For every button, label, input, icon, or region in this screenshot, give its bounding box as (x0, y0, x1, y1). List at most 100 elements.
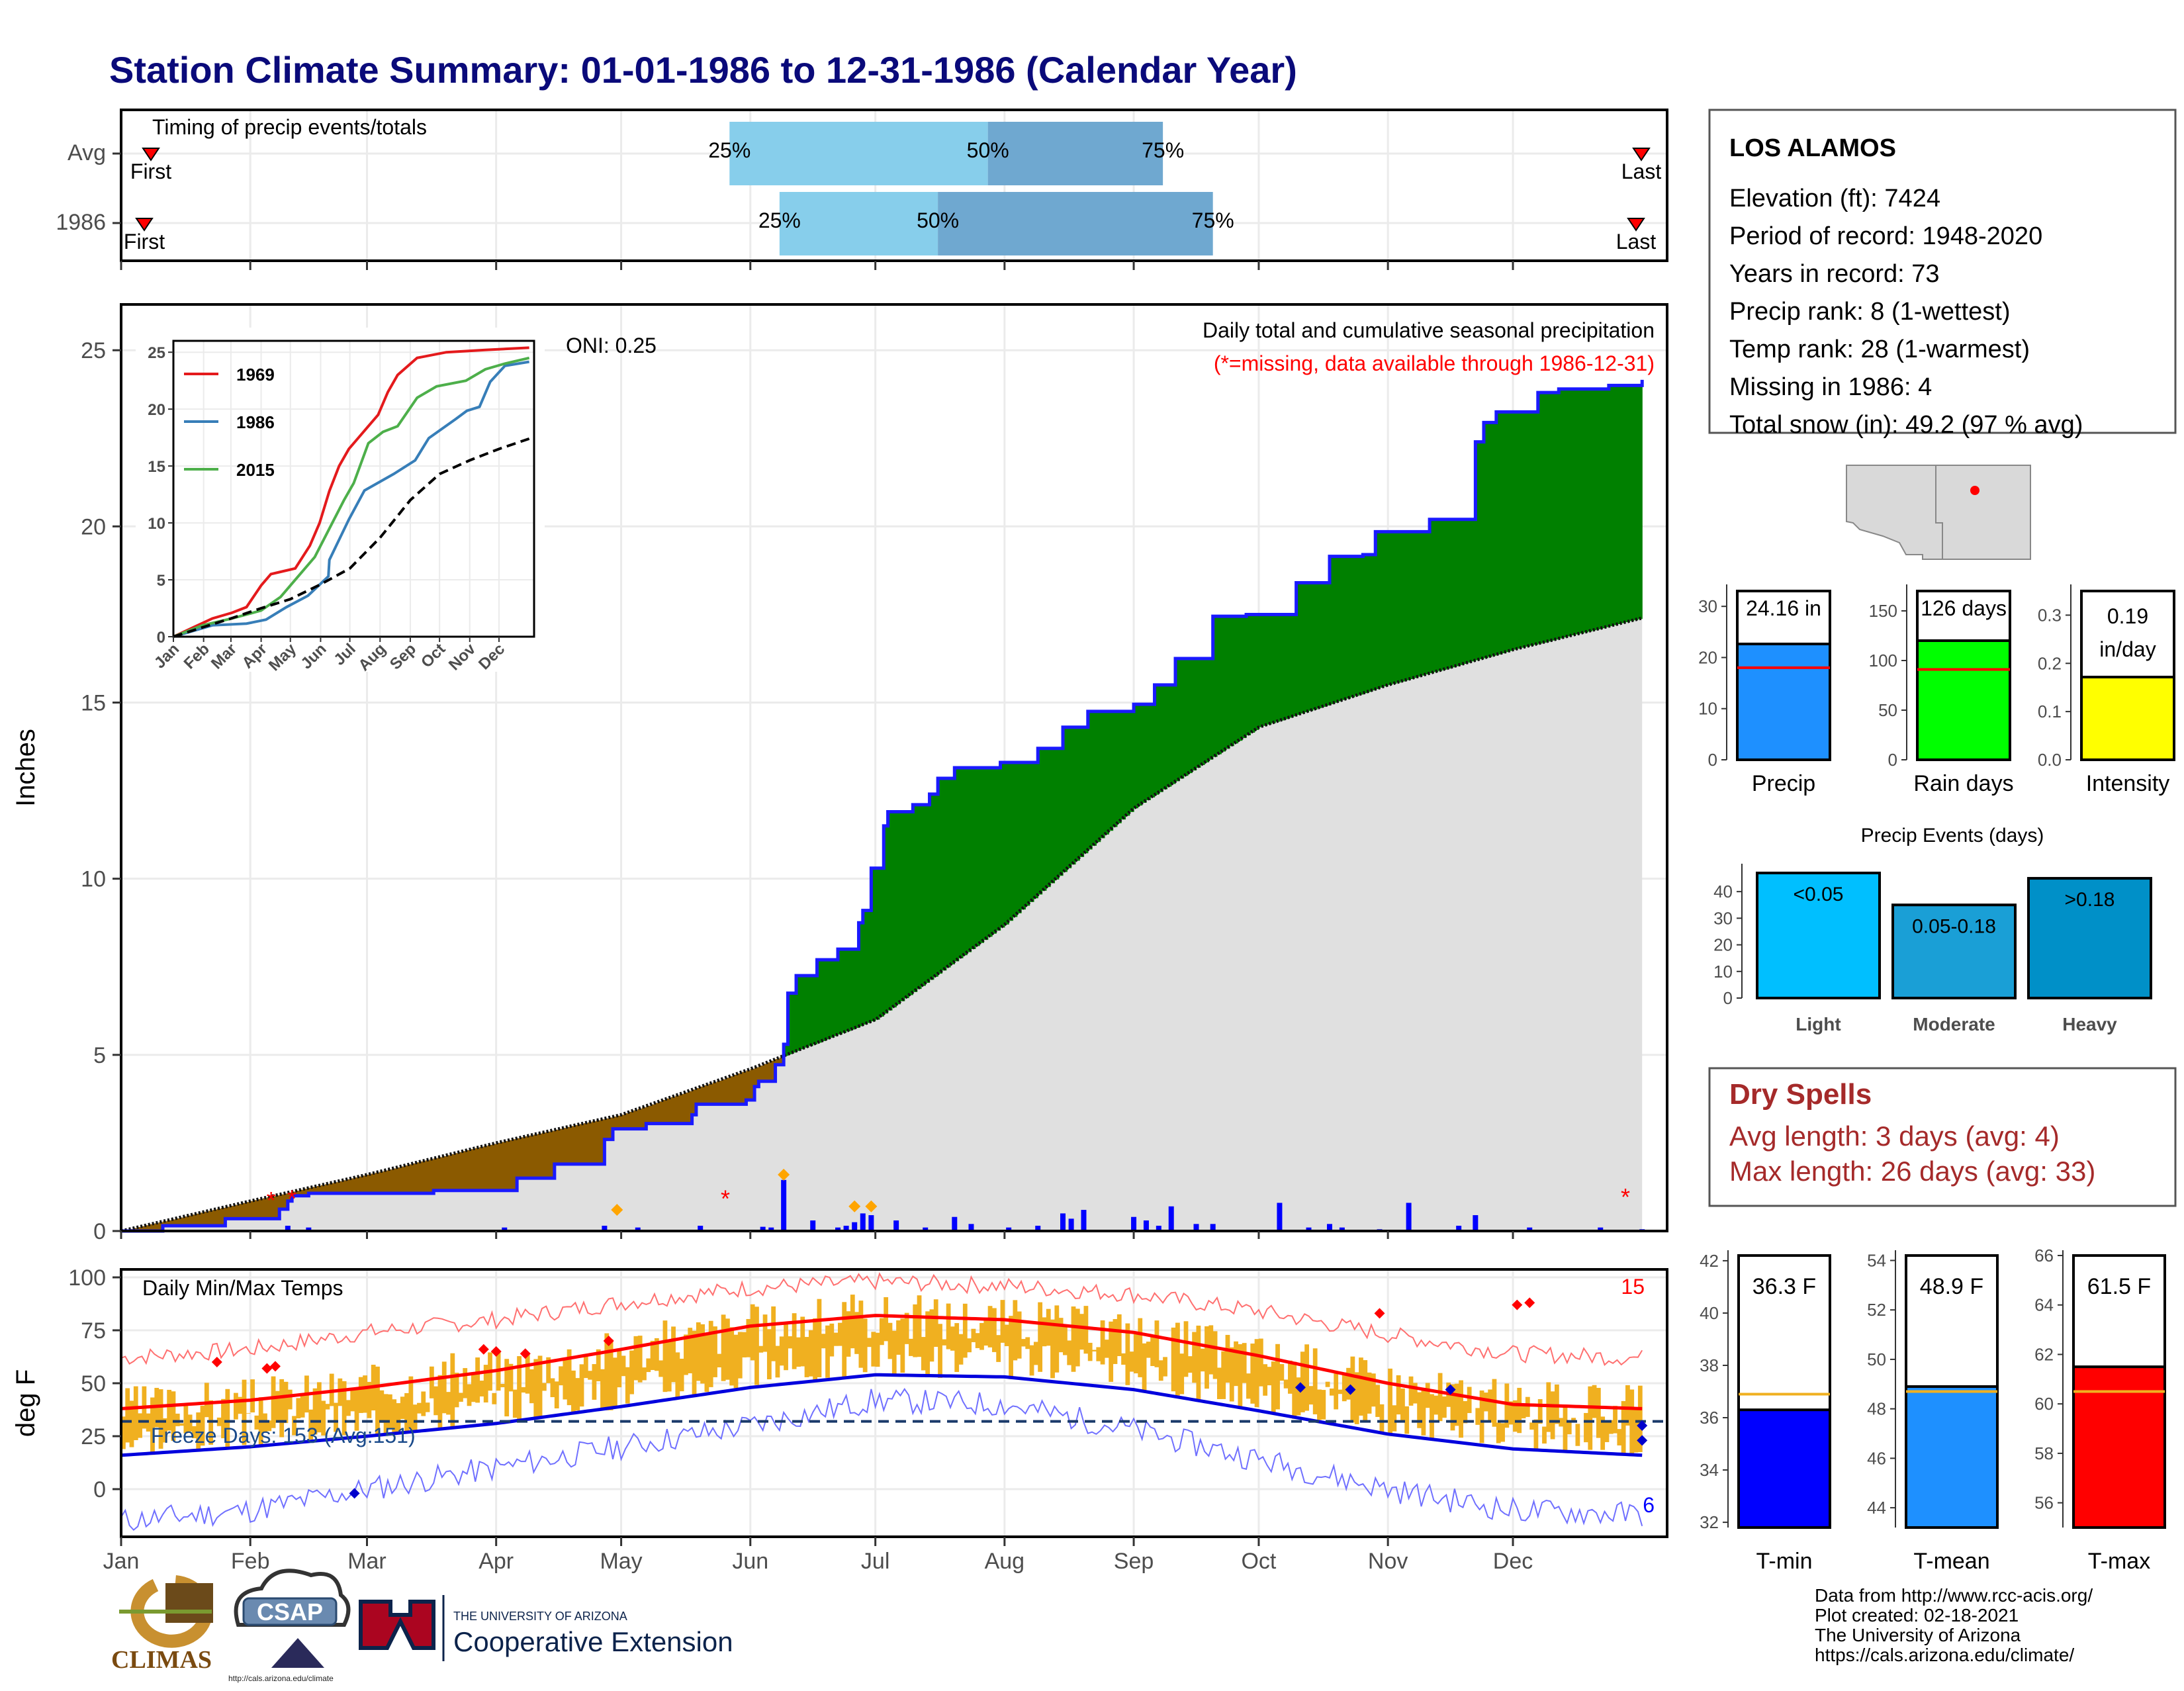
daily-temp-range-bar (596, 1349, 601, 1382)
daily-temp-range-bar (267, 1420, 272, 1432)
inset-ytick-label: 10 (148, 515, 165, 533)
daily-temp-range-bar (354, 1389, 359, 1431)
daily-temp-range-bar (521, 1387, 526, 1393)
daily-temp-range-bar (192, 1426, 197, 1439)
daily-precip-bar (1143, 1220, 1149, 1231)
footer-line-4: https://cals.arizona.edu/climate/ (1815, 1645, 2074, 1665)
daily-temp-range-bar (779, 1336, 784, 1366)
daily-temp-range-bar (1613, 1406, 1617, 1434)
daily-temp-range-bar (1396, 1375, 1401, 1415)
daily-temp-range-bar (788, 1336, 793, 1349)
daily-temp-range-bar (1017, 1311, 1022, 1359)
daily-temp-range-bar (1467, 1387, 1472, 1414)
daily-temp-range-bar (1592, 1385, 1597, 1418)
climas-logo: CLIMAS (111, 1575, 213, 1674)
daily-temp-range-bar (917, 1295, 922, 1357)
temp-mini-ytick-label: 48 (1867, 1399, 1886, 1419)
inset-legend-label: 2015 (236, 460, 275, 480)
daily-temp-range-bar (1225, 1334, 1230, 1383)
daily-temp-range-bar (854, 1312, 859, 1354)
temp-mini-value-label: 48.9 F (1920, 1274, 1983, 1299)
mini-ytick-label: 0.0 (2038, 750, 2062, 770)
temp-mini-ytick-label: 32 (1700, 1512, 1719, 1532)
daily-temp-range-bar (133, 1386, 138, 1440)
daily-temp-range-bar (1288, 1360, 1293, 1394)
precip-ytick-label: 0 (93, 1219, 106, 1244)
footer-line-2: Plot created: 02-18-2021 (1815, 1605, 2019, 1625)
record-low-mark (1345, 1384, 1356, 1395)
temp-mini-category-label: T-min (1756, 1549, 1813, 1574)
daily-temp-range-bar (1338, 1389, 1343, 1394)
daily-temp-range-bar (688, 1328, 693, 1373)
daily-temp-range-bar (459, 1393, 463, 1402)
daily-temp-range-bar (300, 1394, 305, 1418)
daily-temp-range-bar (1087, 1342, 1093, 1361)
record-high-mark (478, 1344, 489, 1355)
daily-precip-bar (781, 1179, 787, 1231)
inset-ytick-label: 25 (148, 344, 165, 362)
daily-temp-range-bar (637, 1336, 643, 1383)
daily-temp-range-bar (383, 1394, 388, 1434)
daily-temp-range-bar (837, 1322, 842, 1346)
daily-temp-range-bar (1604, 1422, 1610, 1442)
daily-temp-range-bar (1242, 1343, 1247, 1383)
precip-panel: * * * * Daily total and cumulative seasonal… (11, 303, 1668, 1244)
daily-temp-range-bar (1196, 1325, 1201, 1401)
daily-temp-range-bar (1454, 1383, 1459, 1426)
intensity-unit-label: in/day (2099, 637, 2156, 661)
daily-temp-range-bar (896, 1320, 901, 1355)
daily-temp-range-bar (983, 1318, 989, 1346)
daily-temp-range-bar (234, 1393, 238, 1420)
daily-temp-range-bar (1529, 1422, 1535, 1430)
events-bar-label: >0.18 (2065, 889, 2115, 911)
daily-temp-range-bar (1138, 1318, 1143, 1377)
events-bar-light (1756, 872, 1881, 1000)
daily-temp-range-bar (754, 1306, 759, 1385)
daily-temp-range-bar (1054, 1305, 1060, 1373)
daily-temp-range-bar (341, 1381, 347, 1436)
daily-precip-bar (843, 1226, 849, 1231)
daily-temp-range-bar (308, 1409, 314, 1440)
daily-temp-range-bar (909, 1338, 913, 1356)
daily-temp-range-bar (975, 1333, 980, 1348)
daily-temp-range-bar (1025, 1337, 1030, 1349)
daily-precip-bar (968, 1224, 974, 1231)
temp-corner-top: 15 (1621, 1275, 1645, 1299)
daily-temp-range-bar (879, 1318, 884, 1346)
footer-line-1: Data from http://www.rcc-acis.org/ (1815, 1585, 2093, 1606)
record-high-mark (490, 1346, 502, 1357)
temp-mini-bar-t-min (1737, 1408, 1831, 1530)
temp-mini-ytick-label: 62 (2034, 1344, 2054, 1364)
daily-temp-range-bar (1483, 1393, 1488, 1412)
daily-temp-range-bar (1617, 1429, 1622, 1445)
daily-precip-bar (1168, 1206, 1174, 1231)
daily-temp-range-bar (392, 1399, 397, 1432)
daily-temp-range-bar (1633, 1408, 1639, 1453)
daily-temp-range-bar (221, 1398, 226, 1439)
oni-label: ONI: 0.25 (566, 334, 657, 357)
daily-temp-range-bar (1258, 1338, 1263, 1387)
daily-temp-range-bar (375, 1366, 380, 1436)
daily-temp-range-bar (1134, 1334, 1138, 1374)
temp-corner-bottom: 6 (1643, 1493, 1655, 1517)
daily-temp-range-bar (1192, 1332, 1197, 1383)
record-high-mark (520, 1348, 531, 1359)
daily-temp-range-bar (1404, 1406, 1410, 1434)
daily-temp-range-bar (1312, 1348, 1318, 1414)
daily-temp-range-bar (825, 1325, 830, 1378)
mini-ytick-label: 100 (1869, 651, 1897, 670)
daily-temp-range-bar (483, 1365, 488, 1403)
mini-category-label: Precip (1752, 771, 1815, 796)
daily-temp-range-bar (504, 1359, 510, 1417)
mini-bar-intensity (2080, 666, 2175, 761)
daily-temp-range-bar (1063, 1326, 1068, 1355)
timing-panel: 25% 50% 75% 25% 50% 75% Timing of precip even… (56, 109, 1668, 270)
daily-temp-range-bar (575, 1378, 580, 1411)
daily-temp-range-bar (588, 1371, 593, 1380)
daily-temp-range-bar (125, 1388, 130, 1443)
daily-temp-range-bar (1009, 1316, 1013, 1379)
events-bar-label: <0.05 (1794, 884, 1844, 905)
daily-temp-range-bar (733, 1334, 739, 1389)
precip-total-label: 24.16 in (1746, 596, 1821, 620)
last-event-label: Last (1616, 230, 1657, 253)
